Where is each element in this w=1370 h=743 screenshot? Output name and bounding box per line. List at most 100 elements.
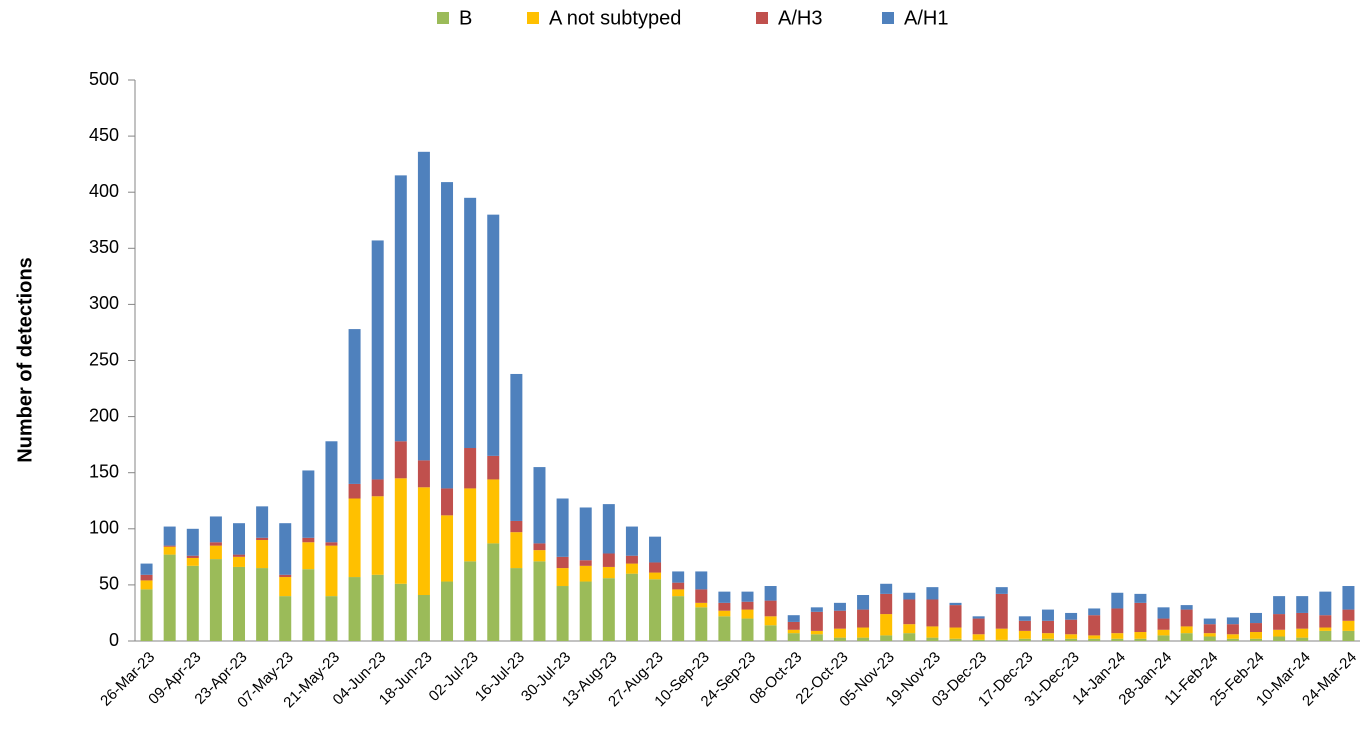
bar-segment <box>602 566 615 579</box>
bar-segment <box>903 633 916 641</box>
bar-segment <box>533 561 546 641</box>
bar-segment <box>857 609 870 628</box>
bar-segment <box>695 602 708 608</box>
bar-segment <box>1319 630 1332 641</box>
bar-segment <box>579 581 592 641</box>
bar-segment <box>279 574 292 578</box>
bar-segment <box>741 618 754 641</box>
bar-segment <box>1273 636 1286 641</box>
bar-segment <box>163 526 176 546</box>
bar-segment <box>903 592 916 600</box>
bar-segment <box>972 618 985 635</box>
bar-segment <box>949 627 962 639</box>
bar-segment <box>1134 593 1147 603</box>
bar-segment <box>1180 605 1193 610</box>
bar-segment <box>1203 633 1216 637</box>
bar-segment <box>325 542 338 546</box>
bar-segment <box>256 537 269 541</box>
bar-segment <box>1041 620 1054 634</box>
bar-segment <box>926 637 939 641</box>
bar-segment <box>695 571 708 590</box>
bar-segment <box>1319 627 1332 631</box>
bar-segment <box>325 545 338 597</box>
bar-segment <box>949 602 962 606</box>
bar-segment <box>186 565 199 641</box>
bar-segment <box>649 579 662 641</box>
bar-segment <box>1296 637 1309 641</box>
bar-segment <box>579 507 592 561</box>
bar-segment <box>302 569 315 641</box>
bar-segment <box>556 586 569 641</box>
bar-segment <box>302 542 315 570</box>
bar-segment <box>1018 638 1031 641</box>
bar-segment <box>302 470 315 538</box>
legend-swatch <box>527 12 539 24</box>
bar-segment <box>1203 618 1216 625</box>
bar-segment <box>1203 636 1216 641</box>
bar-segment <box>417 460 430 488</box>
bar-segment <box>995 593 1008 629</box>
bar-segment <box>949 638 962 641</box>
bar-segment <box>163 554 176 641</box>
bar-segment <box>602 553 615 567</box>
bar-segment <box>371 574 384 641</box>
bar-segment <box>1018 630 1031 639</box>
bar-segment <box>487 543 500 641</box>
bar-segment <box>810 630 823 635</box>
y-tick-label: 300 <box>89 293 119 313</box>
bar-segment <box>1342 630 1355 641</box>
bar-segment <box>625 526 638 556</box>
bar-segment <box>394 583 407 641</box>
bar-segment <box>394 175 407 442</box>
bar-segment <box>533 550 546 562</box>
bar-segment <box>1342 609 1355 621</box>
bar-segment <box>186 557 199 566</box>
bar-segment <box>279 596 292 641</box>
bar-segment <box>602 578 615 641</box>
bar-segment <box>764 586 777 601</box>
bar-segment <box>1111 592 1124 609</box>
bar-segment <box>394 441 407 479</box>
legend-label: A/H1 <box>904 7 948 29</box>
bar-segment <box>972 634 985 640</box>
bar-segment <box>556 556 569 569</box>
bar-segment <box>718 616 731 641</box>
bar-segment <box>1319 615 1332 628</box>
bar-segment <box>1180 633 1193 641</box>
bar-segment <box>995 628 1008 640</box>
bar-segment <box>233 554 246 557</box>
y-axis-title: Number of detections <box>14 257 36 463</box>
bar-segment <box>810 634 823 641</box>
bar-segment <box>741 609 754 619</box>
bar-segment <box>140 589 153 641</box>
bar-segment <box>579 560 592 566</box>
bar-segment <box>209 545 222 560</box>
bar-segment <box>1296 612 1309 629</box>
bar-segment <box>1273 596 1286 615</box>
bar-segment <box>1273 614 1286 630</box>
bar-segment <box>279 523 292 575</box>
bar-segment <box>348 483 361 499</box>
bar-segment <box>256 540 269 569</box>
bar-segment <box>625 573 638 641</box>
bar-segment <box>1157 607 1170 619</box>
bar-segment <box>995 639 1008 641</box>
bar-segment <box>880 583 893 594</box>
bar-segment <box>695 607 708 641</box>
bar-segment <box>464 197 477 449</box>
y-tick-label: 0 <box>109 630 119 650</box>
bar-segment <box>1296 628 1309 638</box>
bar-segment <box>1157 629 1170 636</box>
bar-segment <box>926 587 939 600</box>
bar-segment <box>1018 620 1031 631</box>
legend-swatch <box>437 12 449 24</box>
bar-segment <box>371 240 384 480</box>
legend-label: B <box>459 7 472 29</box>
y-tick-label: 100 <box>89 518 119 538</box>
bar-segment <box>464 561 477 641</box>
bar-segment <box>926 599 939 627</box>
bar-segment <box>417 487 430 595</box>
y-tick-label: 500 <box>89 69 119 89</box>
bar-segment <box>1342 586 1355 610</box>
